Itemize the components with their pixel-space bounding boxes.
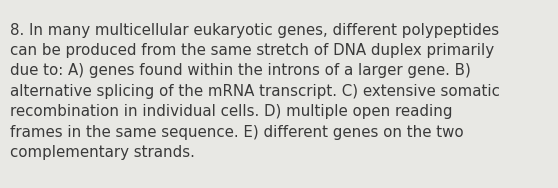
Text: 8. In many multicellular eukaryotic genes, different polypeptides
can be produce: 8. In many multicellular eukaryotic gene… bbox=[10, 23, 500, 160]
